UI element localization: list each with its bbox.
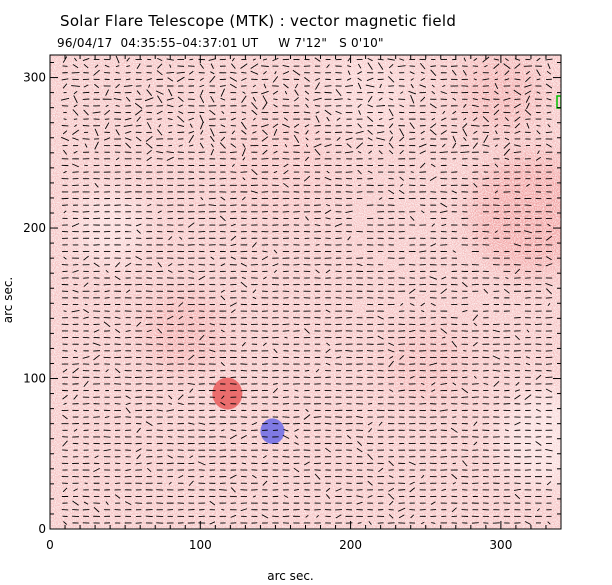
x-tick-label: 300: [489, 538, 512, 552]
positive-polarity-spot: [212, 377, 243, 410]
chart-title: Solar Flare Telescope (MTK) : vector mag…: [60, 12, 457, 30]
x-axis-label: arc sec.: [267, 569, 313, 583]
y-tick-label: 0: [38, 522, 46, 536]
x-tick-label: 200: [339, 538, 362, 552]
x-tick-label: 100: [189, 538, 212, 552]
chart-subtitle: 96/04/17 04:35:55–04:37:01 UT W 7'12" S …: [57, 36, 384, 50]
magnetogram-image: [50, 55, 561, 529]
y-tick-label: 300: [23, 71, 46, 85]
y-tick-label: 100: [23, 372, 46, 386]
x-tick-label: 0: [46, 538, 54, 552]
negative-polarity-spot: [260, 418, 285, 444]
y-tick-label: 200: [23, 221, 46, 235]
y-axis-label: arc sec.: [1, 277, 15, 323]
